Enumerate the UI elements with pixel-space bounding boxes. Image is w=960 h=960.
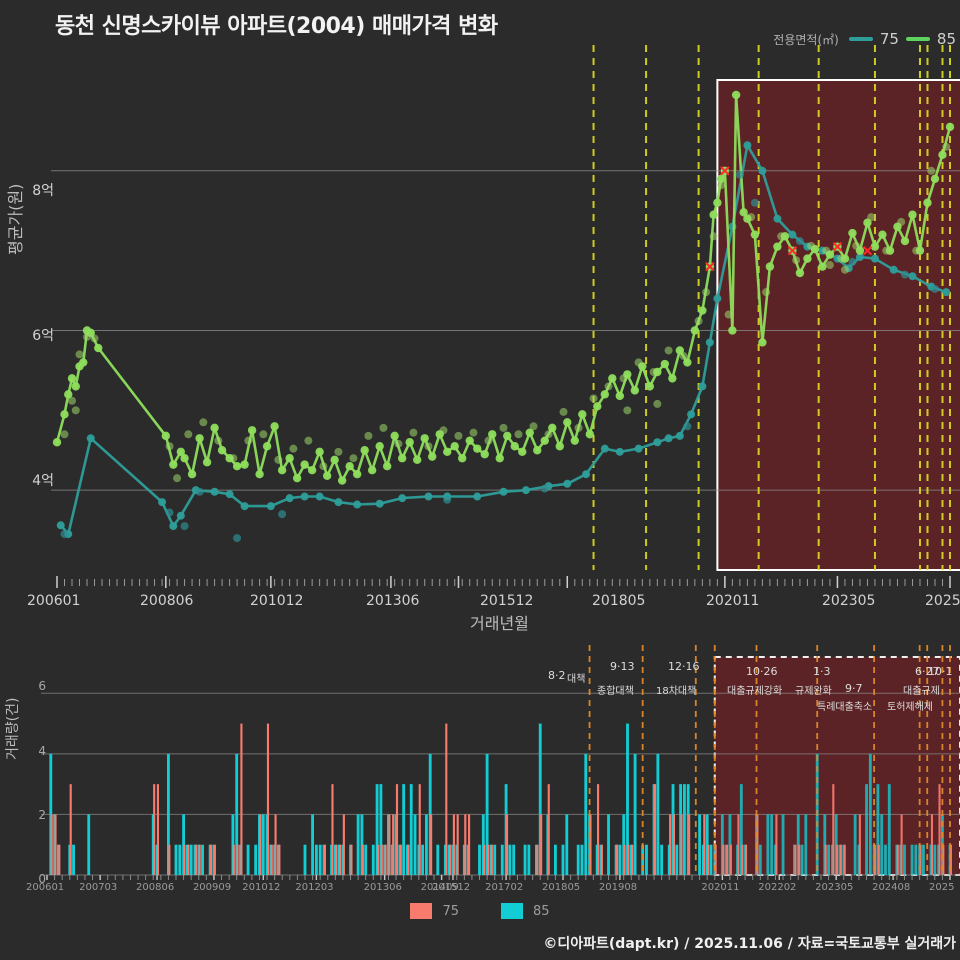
xtick-vol-6: 201306 (363, 882, 402, 893)
price-chart (0, 45, 960, 600)
anno-label-97: 특례대출축소 (817, 702, 873, 713)
ytick-vol-4: 4 (38, 744, 46, 758)
anno-date-913: 9·13 (610, 660, 635, 673)
xtick-vol-13: 202202 (758, 882, 797, 893)
anno-label-627: 대출규제 (903, 686, 940, 697)
ytick-4eok: 4억 (32, 473, 54, 489)
xtick-main-3: 201306 (366, 593, 420, 609)
xtick-vol-2: 200806 (136, 882, 175, 893)
anno-label-101: 토허제해제 (887, 702, 933, 713)
anno-label-1026: 대출규제강화 (727, 686, 783, 697)
xtick-vol-9: 201702 (485, 882, 524, 893)
top-legend: 전용면적(㎡) 75 85 (773, 30, 956, 48)
price-chart-svg (51, 45, 960, 588)
volume-chart (0, 645, 960, 880)
xtick-main-2: 201012 (250, 593, 304, 609)
volume-chart-svg (41, 645, 960, 880)
xtick-vol-3: 200909 (192, 882, 232, 893)
anno-label-82: 대책 (567, 674, 586, 685)
anno-date-82: 8·2 (548, 669, 566, 682)
price-chart-ylabel: 평균가(원) (6, 183, 25, 255)
xtick-vol-12: 202011 (701, 882, 740, 893)
volume-chart-ylabel: 거래량(건) (5, 697, 21, 760)
anno-label-913: 종합대책 (597, 686, 634, 697)
bottom-legend: 75 85 (0, 903, 960, 919)
xtick-vol-11: 201908 (598, 882, 638, 893)
xtick-vol-5: 201203 (295, 882, 334, 893)
anno-date-97: 9·7 (845, 682, 863, 695)
xtick-main-5: 201805 (592, 593, 646, 609)
legend-label-85: 85 (936, 30, 956, 48)
legend-label-75: 75 (879, 30, 899, 48)
xtick-vol-0: 200601 (26, 882, 65, 893)
anno-date-627: 6·27 (915, 665, 940, 678)
bottom-legend-swatch-75 (410, 903, 433, 919)
ytick-6eok: 6억 (32, 328, 54, 344)
xtick-vol-15: 202408 (872, 882, 911, 893)
anno-label-1216: 18차대책 (656, 686, 697, 697)
bottom-legend-swatch-85 (501, 903, 523, 919)
price-chart-xlabel: 거래년월 (470, 614, 529, 633)
xtick-vol-14: 202305 (815, 882, 854, 893)
xtick-main-1: 200806 (140, 593, 194, 609)
top-legend-label: 전용면적(㎡) (773, 32, 839, 47)
xtick-main-7: 202305 (822, 593, 876, 609)
anno-date-1216: 12·16 (668, 660, 700, 673)
legend-swatch-85 (905, 37, 930, 41)
xtick-vol-4: 201012 (242, 882, 281, 893)
xtick-main-6: 202011 (706, 593, 760, 609)
xtick-vol-8: 201512 (431, 882, 471, 893)
anno-date-101: 10·1 (928, 665, 953, 678)
xtick-main-8: 2025 (925, 593, 960, 609)
ytick-8eok: 8억 (32, 183, 54, 199)
xtick-vol-7: 201409 (420, 882, 459, 893)
ytick-vol-0: 0 (38, 872, 46, 886)
xtick-vol-1: 200703 (79, 882, 118, 893)
xtick-main-0: 200601 (27, 593, 81, 609)
anno-date-13: 1·3 (813, 665, 831, 678)
anno-date-1026: 10·26 (746, 665, 778, 678)
anno-label-13: 규제완화 (795, 686, 832, 697)
xtick-vol-10: 201805 (542, 882, 581, 893)
bottom-legend-label-75: 75 (442, 903, 459, 919)
xtick-main-4: 201512 (480, 593, 534, 609)
xtick-vol-16: 2025 (929, 882, 955, 893)
ytick-vol-6: 6 (38, 679, 46, 693)
bottom-legend-label-85: 85 (533, 903, 550, 919)
footer-credit: ©디아파트(dapt.kr) / 2025.11.06 / 자료=국토교통부 실… (543, 936, 956, 952)
legend-swatch-75 (848, 37, 873, 41)
page-title: 동천 신명스카이뷰 아파트(2004) 매매가격 변화 (55, 14, 498, 39)
ytick-vol-2: 2 (38, 808, 46, 822)
